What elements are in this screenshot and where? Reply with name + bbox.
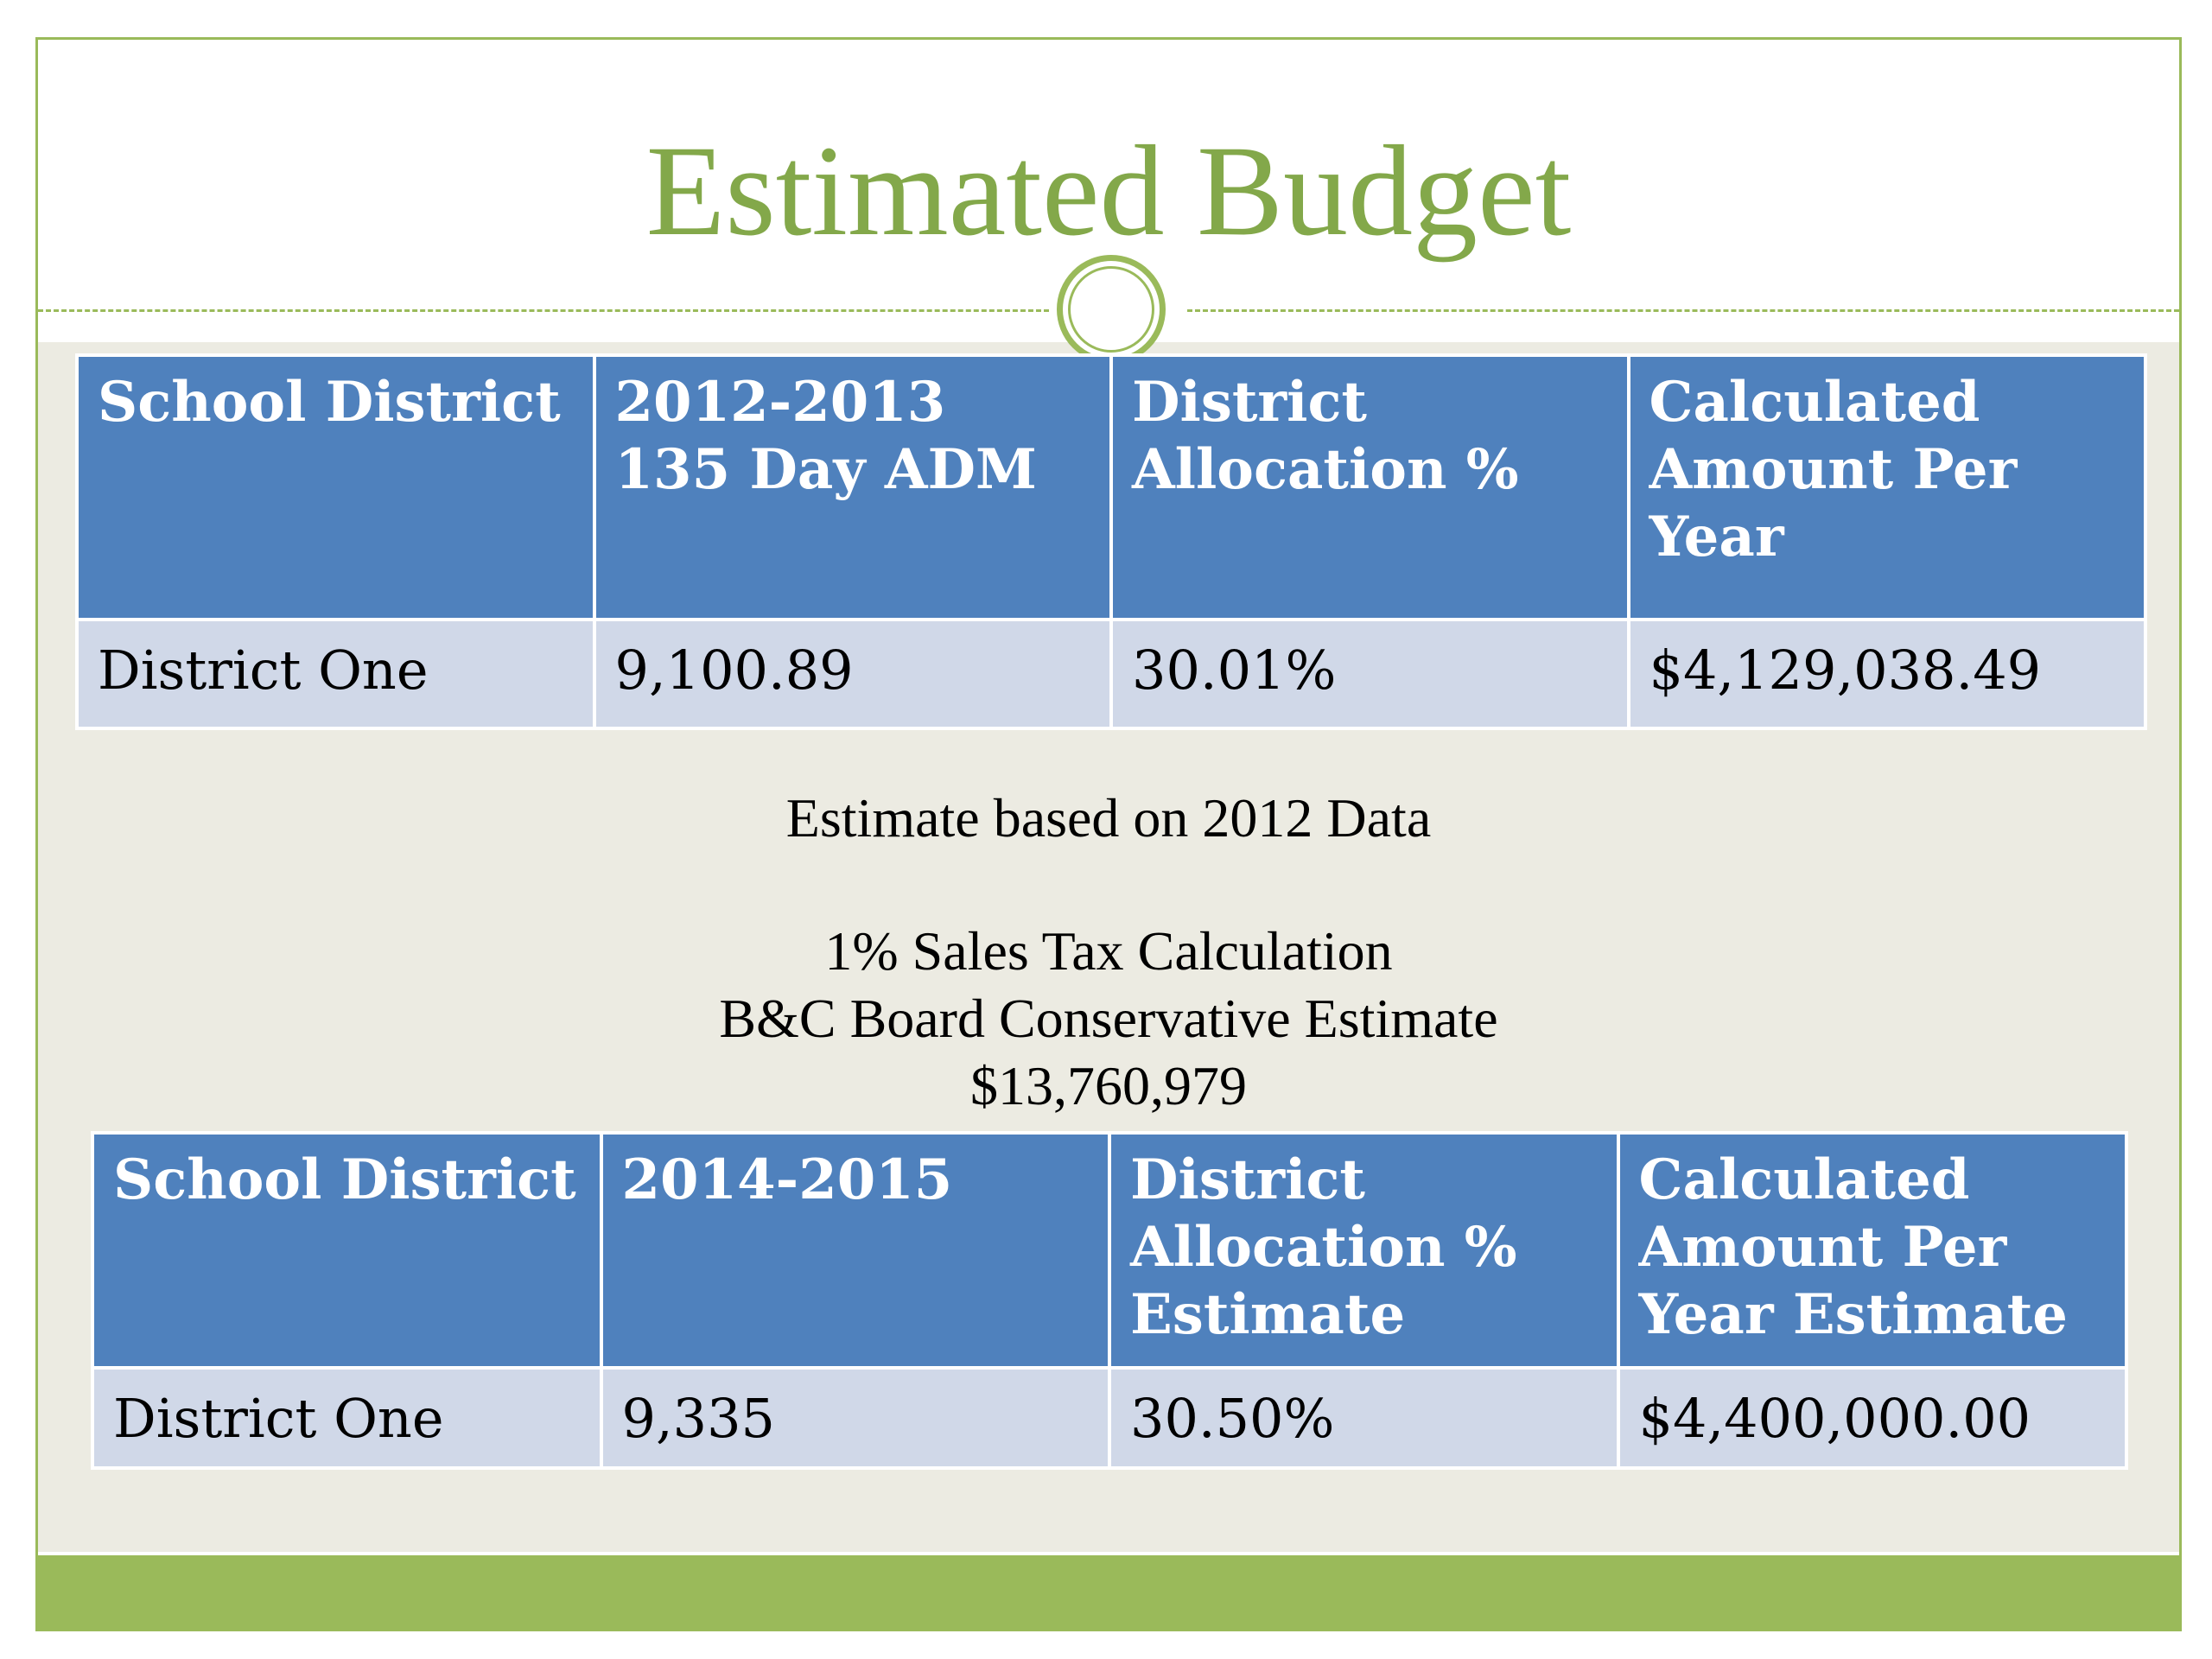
title-divider-left [38, 309, 1049, 312]
cell-allocation: 30.50% [1108, 1366, 1620, 1470]
budget-table-2012-2013: School District 2012-2013 135 Day ADM Di… [75, 353, 2147, 730]
header-adm: 2012-2013 135 Day ADM [592, 353, 1113, 621]
cell-district: District One [91, 1366, 603, 1470]
header-allocation: District Allocation % [1109, 353, 1630, 621]
table-header-row: School District 2014-2015 District Alloc… [91, 1131, 2128, 1370]
cell-amount: $4,129,038.49 [1626, 618, 2147, 730]
estimate-basis-note: Estimate based on 2012 Data [785, 787, 1432, 849]
sales-tax-label: 1% Sales Tax Calculation [824, 920, 1393, 982]
header-calculated-amount-estimate: Calculated Amount Per Year Estimate [1616, 1131, 2128, 1370]
header-year-label: 2014-2015 [621, 1147, 953, 1212]
cell-district: District One [75, 618, 596, 730]
header-calculated-amount-label: Calculated Amount Per Year [1649, 370, 2018, 569]
cell-adm: 9,100.89 [592, 618, 1113, 730]
board-estimate-label: B&C Board Conservative Estimate [719, 988, 1498, 1049]
footer-accent-bar [38, 1555, 2179, 1629]
table-row: District One 9,100.89 30.01% $4,129,038.… [75, 618, 2147, 730]
cell-allocation: 30.01% [1109, 618, 1630, 730]
cell-amount: $4,400,000.00 [1616, 1366, 2128, 1470]
slide-title: Estimated Budget [645, 119, 1572, 263]
budget-table-2014-2015: School District 2014-2015 District Alloc… [91, 1131, 2128, 1470]
header-calculated-amount: Calculated Amount Per Year [1626, 353, 2147, 621]
header-year: 2014-2015 [599, 1131, 1111, 1370]
cell-adm: 9,335 [599, 1366, 1111, 1470]
divider-ring-ornament [1057, 255, 1166, 364]
title-divider-right [1187, 309, 2179, 312]
header-school-district: School District [75, 353, 596, 621]
header-allocation-estimate-label: District Allocation % Estimate [1130, 1147, 1517, 1347]
table-header-row: School District 2012-2013 135 Day ADM Di… [75, 353, 2147, 621]
divider-ring-inner [1068, 266, 1154, 353]
table-row: District One 9,335 30.50% $4,400,000.00 [91, 1366, 2128, 1470]
header-allocation-estimate: District Allocation % Estimate [1108, 1131, 1620, 1370]
header-school-district: School District [91, 1131, 603, 1370]
slide: Estimated Budget School District 2012-20… [35, 37, 2182, 1631]
header-allocation-label: District Allocation % [1132, 370, 1519, 502]
board-estimate-value: $13,760,979 [970, 1055, 1247, 1116]
header-calculated-amount-estimate-label: Calculated Amount Per Year Estimate [1638, 1147, 2068, 1347]
header-adm-label: 2012-2013 135 Day ADM [614, 370, 1037, 502]
